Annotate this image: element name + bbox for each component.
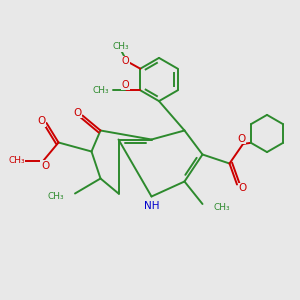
Text: O: O — [37, 116, 45, 127]
Text: O: O — [122, 56, 129, 66]
Text: NH: NH — [144, 201, 159, 211]
Text: O: O — [41, 161, 49, 171]
Text: O: O — [122, 80, 129, 90]
Text: CH₃: CH₃ — [112, 42, 129, 51]
Text: O: O — [73, 107, 81, 118]
Text: O: O — [237, 134, 246, 144]
Text: CH₃: CH₃ — [8, 156, 25, 165]
Text: CH₃: CH₃ — [92, 86, 109, 95]
Text: CH₃: CH₃ — [213, 202, 230, 211]
Text: CH₃: CH₃ — [48, 192, 64, 201]
Text: O: O — [238, 183, 247, 193]
